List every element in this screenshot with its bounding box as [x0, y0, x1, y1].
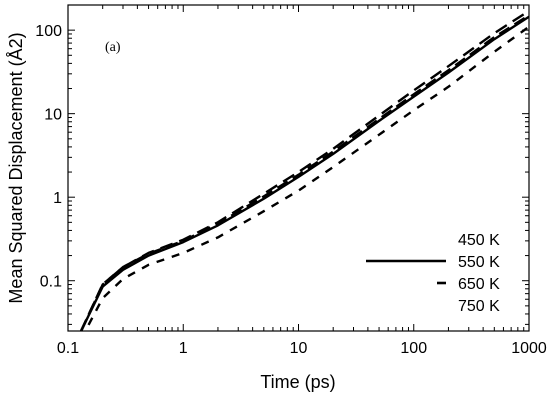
x-axis-title: Time (ps) — [260, 372, 335, 392]
y-tick-label: 100 — [35, 23, 62, 40]
series-line-550k — [80, 15, 529, 331]
legend-label: 450 K — [458, 232, 500, 249]
x-tick-label: 1 — [179, 340, 188, 357]
y-tick-label: 1 — [53, 190, 62, 207]
axis-ticks: 0.1 1 10 100 1000 0.1 1 10 100 — [35, 5, 547, 357]
legend: 450 K 550 K 650 K 750 K — [366, 232, 500, 315]
x-tick-label: 10 — [290, 340, 308, 357]
legend-label: 650 K — [458, 276, 500, 293]
x-tick-label: 0.1 — [57, 340, 79, 357]
plot-lines — [79, 9, 529, 331]
y-tick-label: 10 — [44, 107, 62, 124]
x-tick-label: 1000 — [511, 340, 547, 357]
legend-label: 550 K — [458, 254, 500, 271]
legend-label: 750 K — [458, 298, 500, 315]
panel-label: (a) — [105, 40, 121, 55]
y-tick-label: 0.1 — [40, 274, 62, 291]
x-tick-label: 100 — [400, 340, 427, 357]
series-line-750k — [80, 9, 529, 331]
y-axis-title: Mean Squared Displacement (Å2) — [6, 32, 26, 303]
